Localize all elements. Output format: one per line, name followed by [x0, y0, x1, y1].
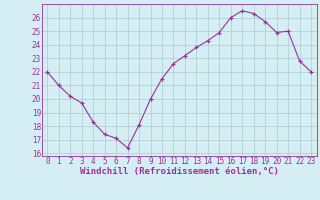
X-axis label: Windchill (Refroidissement éolien,°C): Windchill (Refroidissement éolien,°C): [80, 167, 279, 176]
